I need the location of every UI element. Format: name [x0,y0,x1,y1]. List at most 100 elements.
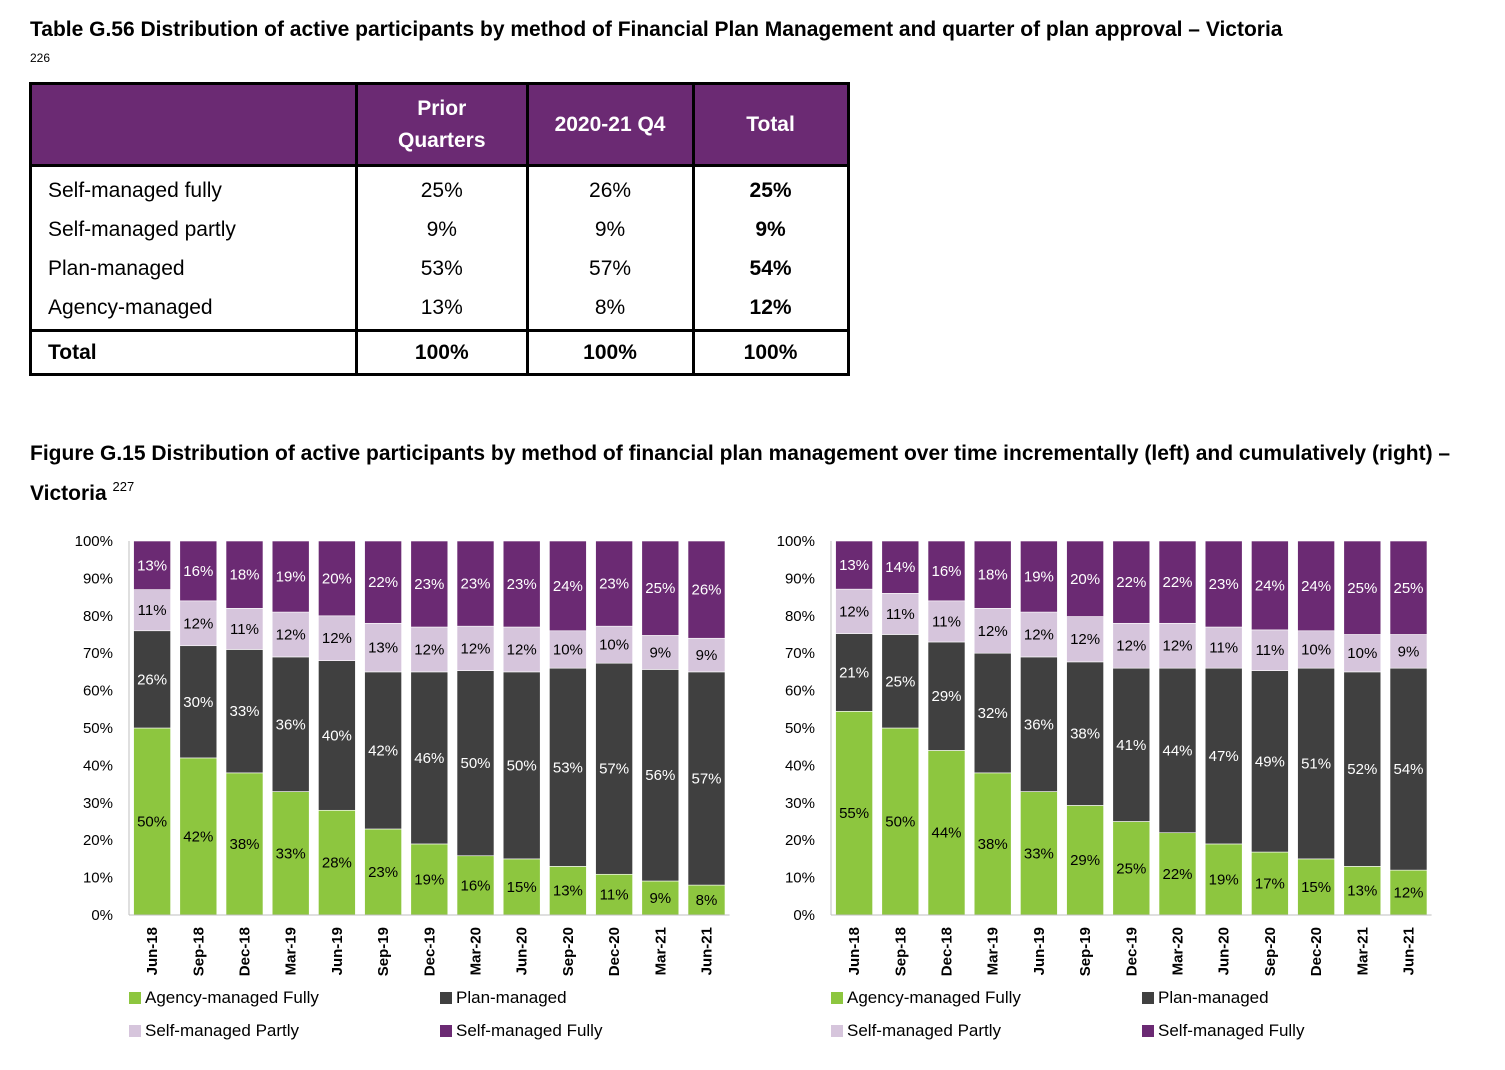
data-label: 22% [1162,574,1192,591]
bar-segment-agency [1251,851,1289,916]
figure-title-text: Figure G.15 Distribution of active parti… [30,442,1451,505]
data-label: 23% [507,576,537,593]
x-tick-label: Mar-21 [652,927,669,975]
data-label: 19% [1209,871,1239,888]
data-label: 18% [229,567,259,584]
cell-q4: 100% [525,329,694,375]
figure-footnote: 227 [112,479,135,494]
bar-segment-agency [1389,869,1428,916]
x-tick-label: Dec-19 [1123,927,1140,976]
data-label: 38% [978,836,1008,853]
data-label: 29% [1070,852,1100,869]
data-label: 51% [1301,756,1331,773]
data-label: 19% [414,871,444,888]
legend-swatch [440,992,452,1004]
data-label: 57% [599,761,629,778]
data-label: 29% [931,688,961,705]
data-label: 12% [1393,885,1423,902]
data-label: 11% [1209,640,1238,657]
bar-segment-plan [1066,661,1104,806]
y-tick-label: 20% [785,832,815,849]
legend-label: Self-managed Partly [145,1021,300,1040]
x-tick-label: Mar-21 [1354,927,1371,975]
x-tick-label: Dec-18 [939,927,956,976]
bar-segment-agency [410,843,449,916]
data-label: 55% [839,805,869,822]
bar-segment-partly [1251,629,1289,671]
bar-segment-fully [1389,540,1428,635]
cell-q4: 26% [525,165,694,210]
legend-label: Plan-managed [1158,988,1269,1007]
bar-segment-fully [641,540,680,636]
y-tick-label: 60% [785,683,815,700]
cell-total: 100% [691,329,849,375]
bar-segment-plan [456,670,495,857]
data-label: 46% [414,750,444,767]
data-label: 25% [645,580,675,597]
header-total: Total [691,83,849,167]
x-tick-label: Sep-18 [892,927,909,976]
bar-segment-fully [1066,540,1104,617]
bar-segment-plan [410,671,449,845]
data-label: 11% [138,602,167,619]
data-label: 10% [599,637,629,654]
legend-item-fully: Self-managed Fully [1142,1021,1305,1040]
bar-segment-agency [1204,843,1243,916]
legend-label: Agency-managed Fully [847,988,1021,1007]
data-label: 25% [1347,580,1377,597]
x-tick-label: Jun-19 [329,927,346,975]
data-label: 12% [460,640,490,657]
x-tick-label: Sep-20 [1262,927,1279,976]
bar-segment-plan [133,630,171,729]
y-tick-label: 60% [83,683,113,700]
x-tick-label: Jun-21 [1401,927,1418,975]
y-tick-label: 70% [83,645,113,662]
legend-item-agency: Agency-managed Fully [831,988,1021,1007]
legend-label: Self-managed Fully [1158,1021,1305,1040]
data-label: 13% [553,883,583,900]
y-tick-label: 80% [785,608,815,625]
x-tick-label: Sep-19 [1077,927,1094,976]
bar-segment-fully [410,540,449,628]
legend-item-partly: Self-managed Partly [831,1021,1002,1040]
legend-swatch [831,992,843,1004]
data-label: 13% [839,557,869,574]
data-label: 42% [183,828,213,845]
bar-segment-agency [1020,791,1058,916]
x-tick-label: Mar-20 [1170,927,1187,975]
bar-segment-partly [456,625,495,671]
bar-segment-agency [179,757,218,916]
row-label: Self-managed fully [48,178,222,202]
bar-segment-fully [835,540,873,590]
figure-title: Figure G.15 Distribution of active parti… [30,437,1470,510]
bar-segment-partly [1066,616,1104,663]
bar-segment-agency [225,772,264,916]
data-label: 22% [1162,866,1192,883]
bar-segment-partly [881,593,920,635]
bar-segment-fully [687,540,726,639]
bar-segment-fully [1112,540,1151,624]
bar-segment-agency [1297,858,1335,916]
x-tick-label: Dec-20 [1308,927,1325,976]
x-tick-label: Jun-20 [1216,927,1233,975]
data-label: 20% [322,570,352,587]
bar-segment-partly [179,600,218,647]
bar-segment-agency [1066,805,1104,916]
bar-segment-fully [927,540,966,602]
y-tick-label: 80% [83,608,113,625]
x-tick-label: Jun-21 [699,927,716,975]
data-label: 42% [368,742,398,759]
bar-segment-agency [271,791,310,916]
bar-segment-plan [595,662,633,875]
y-tick-label: 90% [785,570,815,587]
y-tick-label: 90% [83,570,113,587]
data-label: 19% [1024,569,1054,586]
data-label: 12% [414,641,444,658]
bar-segment-partly [364,622,402,673]
bar-segment-fully [502,540,541,628]
data-label: 33% [276,845,306,862]
header-blank [30,83,357,167]
bar-segment-plan [549,667,587,867]
data-label: 12% [1162,638,1192,655]
bar-segment-plan [179,645,218,759]
